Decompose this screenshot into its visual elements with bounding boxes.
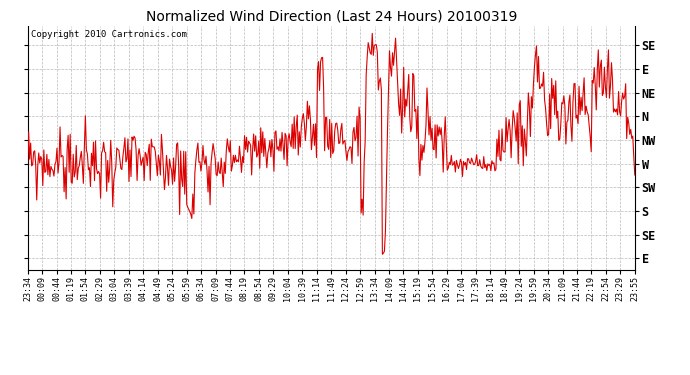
Text: Copyright 2010 Cartronics.com: Copyright 2010 Cartronics.com [30, 30, 186, 39]
Title: Normalized Wind Direction (Last 24 Hours) 20100319: Normalized Wind Direction (Last 24 Hours… [146, 10, 517, 24]
